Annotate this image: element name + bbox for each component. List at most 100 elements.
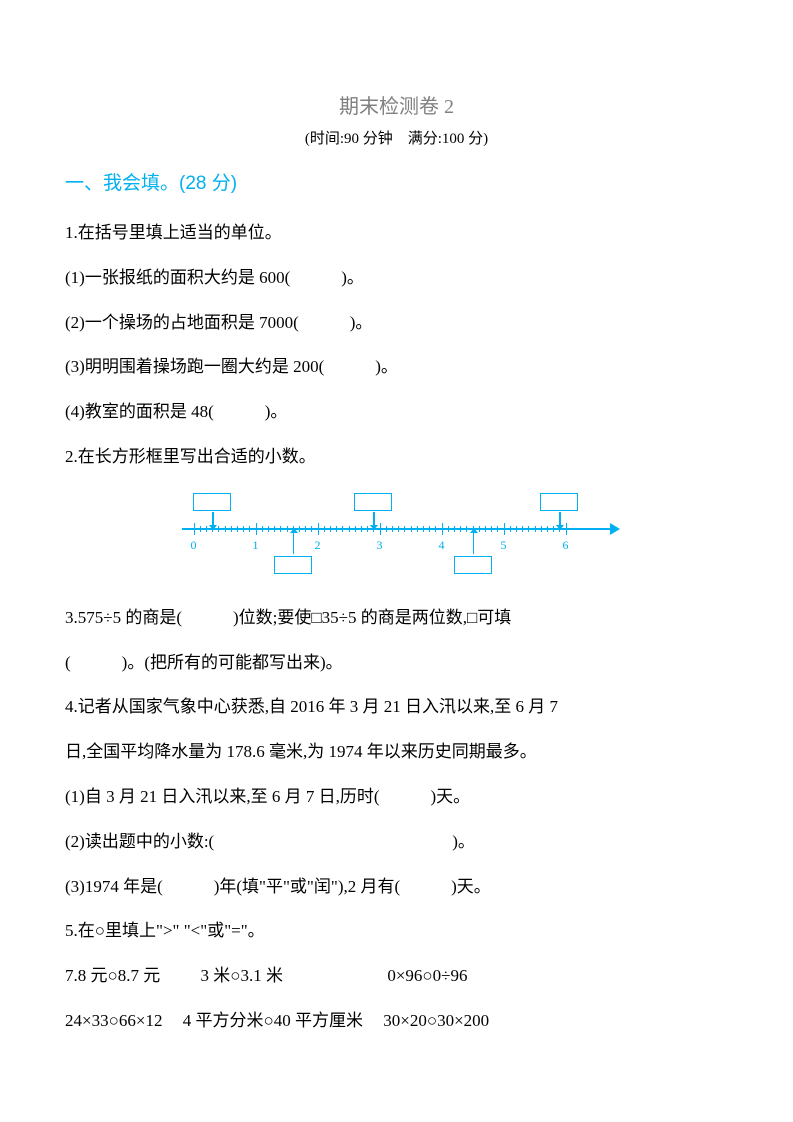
tick-minor <box>497 526 498 532</box>
tick-minor <box>336 526 337 532</box>
tick-minor <box>541 526 542 532</box>
tick-minor <box>274 526 275 532</box>
page-subtitle: (时间:90 分钟 满分:100 分) <box>65 127 728 148</box>
tick-minor <box>392 526 393 532</box>
q5-r2c: 30×20○30×200 <box>383 1011 489 1030</box>
tick-minor <box>299 526 300 532</box>
q5-stem: 5.在○里填上">" "<"或"="。 <box>65 911 728 952</box>
tick-minor <box>262 526 263 532</box>
q5-r2a: 24×33○66×12 <box>65 1011 162 1030</box>
q1-stem: 1.在括号里填上适当的单位。 <box>65 213 728 254</box>
tick-minor <box>361 526 362 532</box>
q4-p2: (2)读出题中的小数:( )。 <box>65 822 728 863</box>
q5-r2b: 4 平方分米○40 平方厘米 <box>183 1011 363 1030</box>
tick-minor <box>423 526 424 532</box>
tick-minor <box>535 526 536 532</box>
q1-p4: (4)教室的面积是 48( )。 <box>65 392 728 433</box>
tick-minor <box>398 526 399 532</box>
tick-minor <box>553 526 554 532</box>
tick-label: 1 <box>253 538 259 553</box>
tick-minor <box>466 526 467 532</box>
tick-minor <box>485 526 486 532</box>
tick-label: 0 <box>191 538 197 553</box>
tick-minor <box>324 526 325 532</box>
tick-minor <box>243 526 244 532</box>
tick-minor <box>448 526 449 532</box>
tick-minor <box>342 526 343 532</box>
answer-box[interactable] <box>354 493 392 511</box>
page-title: 期末检测卷 2 <box>65 90 728 119</box>
tick-minor <box>429 526 430 532</box>
q5-r1a: 7.8 元○8.7 元 <box>65 966 160 985</box>
q4-line1: 4.记者从国家气象中心获悉,自 2016 年 3 月 21 日入汛以来,至 6 … <box>65 687 728 728</box>
tick-minor <box>367 526 368 532</box>
tick-minor <box>305 526 306 532</box>
tick-minor <box>491 526 492 532</box>
tick-minor <box>225 526 226 532</box>
q3-line1: 3.575÷5 的商是( )位数;要使□35÷5 的商是两位数,□可填 <box>65 598 728 639</box>
q5-row2: 24×33○66×12 4 平方分米○40 平方厘米 30×20○30×200 <box>65 1001 728 1042</box>
tick-major <box>256 523 258 535</box>
tick-major <box>194 523 196 535</box>
tick-minor <box>386 526 387 532</box>
tick-minor <box>510 526 511 532</box>
tick-minor <box>404 526 405 532</box>
q4-p3: (3)1974 年是( )年(填"平"或"闰"),2 月有( )天。 <box>65 867 728 908</box>
q1-p3: (3)明明围着操场跑一圈大约是 200( )。 <box>65 347 728 388</box>
tick-label: 6 <box>563 538 569 553</box>
tick-label: 4 <box>439 538 445 553</box>
arrow-up-icon <box>473 532 475 554</box>
tick-minor <box>268 526 269 532</box>
tick-minor <box>411 526 412 532</box>
tick-minor <box>454 526 455 532</box>
tick-minor <box>237 526 238 532</box>
tick-minor <box>200 526 201 532</box>
tick-major <box>504 523 506 535</box>
tick-label: 3 <box>377 538 383 553</box>
tick-minor <box>218 526 219 532</box>
answer-box[interactable] <box>274 556 312 574</box>
tick-minor <box>516 526 517 532</box>
answer-box[interactable] <box>193 493 231 511</box>
tick-major <box>318 523 320 535</box>
q4-line2: 日,全国平均降水量为 178.6 毫米,为 1974 年以来历史同期最多。 <box>65 732 728 773</box>
q5-r1c: 0×96○0÷96 <box>387 966 467 985</box>
q5-r1b: 3 米○3.1 米 <box>201 966 284 985</box>
tick-minor <box>417 526 418 532</box>
answer-box[interactable] <box>540 493 578 511</box>
tick-minor <box>547 526 548 532</box>
tick-minor <box>280 526 281 532</box>
tick-minor <box>528 526 529 532</box>
tick-label: 2 <box>315 538 321 553</box>
q1-p2: (2)一个操场的占地面积是 7000( )。 <box>65 303 728 344</box>
tick-major <box>380 523 382 535</box>
tick-minor <box>479 526 480 532</box>
number-line-container: 0 1 2 3 4 5 6 <box>65 488 728 578</box>
tick-minor <box>287 526 288 532</box>
tick-minor <box>330 526 331 532</box>
arrow-down-icon <box>373 512 375 526</box>
tick-minor <box>206 526 207 532</box>
arrow-up-icon <box>293 532 295 554</box>
section-1-header: 一、我会填。(28 分) <box>65 168 728 195</box>
q1-p1: (1)一张报纸的面积大约是 600( )。 <box>65 258 728 299</box>
q4-p1: (1)自 3 月 21 日入汛以来,至 6 月 7 日,历时( )天。 <box>65 777 728 818</box>
answer-box[interactable] <box>454 556 492 574</box>
tick-minor <box>349 526 350 532</box>
tick-minor <box>231 526 232 532</box>
arrow-down-icon <box>559 512 561 526</box>
tick-minor <box>435 526 436 532</box>
tick-minor <box>460 526 461 532</box>
tick-major <box>566 523 568 535</box>
q3-line2: ( )。(把所有的可能都写出来)。 <box>65 643 728 684</box>
tick-major <box>442 523 444 535</box>
tick-minor <box>355 526 356 532</box>
q2-stem: 2.在长方形框里写出合适的小数。 <box>65 437 728 478</box>
tick-minor <box>311 526 312 532</box>
tick-minor <box>522 526 523 532</box>
arrow-down-icon <box>212 512 214 526</box>
tick-label: 5 <box>501 538 507 553</box>
tick-minor <box>249 526 250 532</box>
axis-arrow-icon <box>610 523 620 535</box>
number-line: 0 1 2 3 4 5 6 <box>182 488 612 578</box>
